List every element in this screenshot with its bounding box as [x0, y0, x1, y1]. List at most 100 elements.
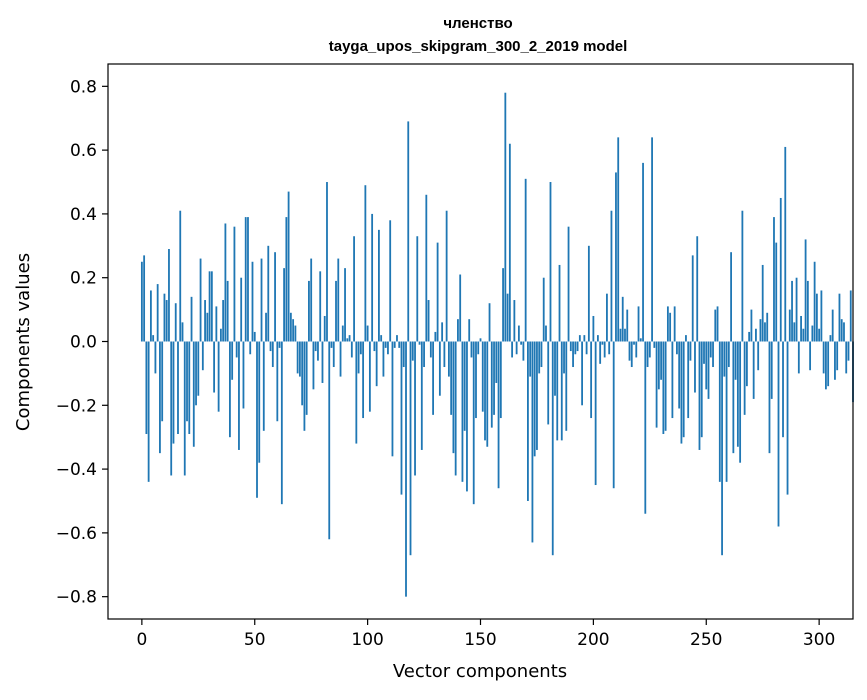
- bar-39: [229, 341, 231, 438]
- bar-245: [694, 341, 696, 393]
- bar-59: [274, 252, 276, 342]
- bar-93: [350, 341, 353, 358]
- bar-296: [809, 341, 812, 371]
- y-tick-label: 0.6: [70, 141, 97, 161]
- bar-254: [714, 309, 717, 342]
- bar-234: [669, 312, 672, 342]
- y-tick-label: −0.8: [56, 588, 97, 608]
- bar-138: [452, 341, 455, 454]
- bar-207: [608, 341, 611, 355]
- bar-132: [438, 341, 441, 396]
- bar-33: [215, 306, 218, 342]
- x-tick-label: 200: [577, 630, 609, 650]
- bar-250: [705, 341, 708, 390]
- bar-31: [210, 271, 213, 342]
- bar-260: [727, 341, 730, 368]
- bar-214: [624, 328, 626, 342]
- bar-264: [736, 341, 739, 447]
- bar-282: [777, 341, 780, 527]
- bar-149: [477, 341, 480, 355]
- bar-52: [258, 341, 261, 463]
- bar-62: [280, 341, 283, 505]
- bar-252: [709, 341, 712, 358]
- bar-42: [235, 341, 238, 358]
- bar-308: [836, 341, 839, 371]
- bar-95: [355, 341, 358, 444]
- bar-89: [341, 325, 344, 342]
- bar-229: [657, 341, 660, 390]
- chart-title-model: tayga_upos_skipgram_300_2_2019 model: [329, 38, 628, 55]
- bar-112: [393, 341, 396, 348]
- bar-244: [691, 255, 694, 342]
- bar-231: [662, 341, 665, 434]
- bar-80: [321, 341, 324, 383]
- bar-247: [698, 341, 701, 450]
- bar-4: [149, 290, 152, 342]
- bar-273: [757, 341, 760, 371]
- bar-101: [368, 341, 371, 412]
- bar-192: [574, 341, 577, 355]
- bar-238: [678, 341, 681, 409]
- bar-201: [594, 341, 597, 486]
- bar-275: [761, 264, 764, 342]
- bar-81: [323, 315, 326, 342]
- x-tick-label: 0: [136, 630, 147, 650]
- bar-122: [416, 236, 419, 342]
- bar-287: [788, 309, 791, 342]
- bar-68: [294, 325, 297, 342]
- bar-19: [183, 341, 186, 476]
- chart-title-word: членство: [443, 15, 512, 32]
- bar-184: [556, 341, 559, 441]
- bar-269: [748, 331, 751, 342]
- bar-204: [601, 341, 604, 345]
- bar-259: [725, 341, 728, 482]
- bar-49: [251, 261, 254, 342]
- bar-83: [328, 341, 331, 540]
- bar-118: [407, 121, 410, 342]
- bar-195: [581, 341, 583, 406]
- bar-258: [723, 341, 726, 377]
- y-tick-label: −0.6: [56, 524, 97, 544]
- bar-57: [269, 341, 272, 352]
- bar-67: [292, 319, 295, 342]
- bar-177: [540, 341, 543, 368]
- bar-278: [768, 341, 771, 454]
- x-tick-label: 100: [351, 630, 383, 650]
- bar-180: [547, 341, 550, 425]
- bar-58: [271, 341, 274, 368]
- bar-168: [520, 341, 523, 345]
- y-tick-label: −0.4: [56, 460, 97, 480]
- bar-233: [666, 306, 669, 342]
- bar-69: [296, 341, 299, 374]
- bar-155: [490, 341, 493, 428]
- bar-205: [603, 341, 606, 358]
- bar-72: [303, 341, 306, 431]
- bar-144: [466, 341, 468, 492]
- bar-303: [825, 341, 827, 390]
- bar-257: [721, 341, 723, 556]
- bar-100: [366, 325, 369, 342]
- bar-142: [461, 341, 464, 482]
- x-tick-label: 150: [464, 630, 496, 650]
- bar-288: [791, 280, 793, 342]
- bar-284: [782, 341, 784, 438]
- bar-84: [330, 341, 333, 348]
- bar-150: [479, 338, 482, 342]
- bar-124: [420, 341, 423, 450]
- bar-88: [339, 341, 342, 377]
- bar-16: [177, 341, 179, 434]
- bar-169: [522, 341, 525, 361]
- bar-41: [233, 226, 236, 342]
- bar-268: [745, 341, 748, 387]
- bar-123: [418, 341, 421, 345]
- bar-187: [563, 341, 565, 374]
- bar-96: [357, 341, 360, 374]
- bar-110: [389, 220, 392, 342]
- y-axis-label: Components values: [13, 253, 34, 431]
- bar-60: [276, 341, 279, 422]
- bar-130: [434, 331, 437, 342]
- bar-266: [741, 210, 744, 342]
- bar-243: [689, 341, 692, 361]
- bar-20: [186, 341, 188, 422]
